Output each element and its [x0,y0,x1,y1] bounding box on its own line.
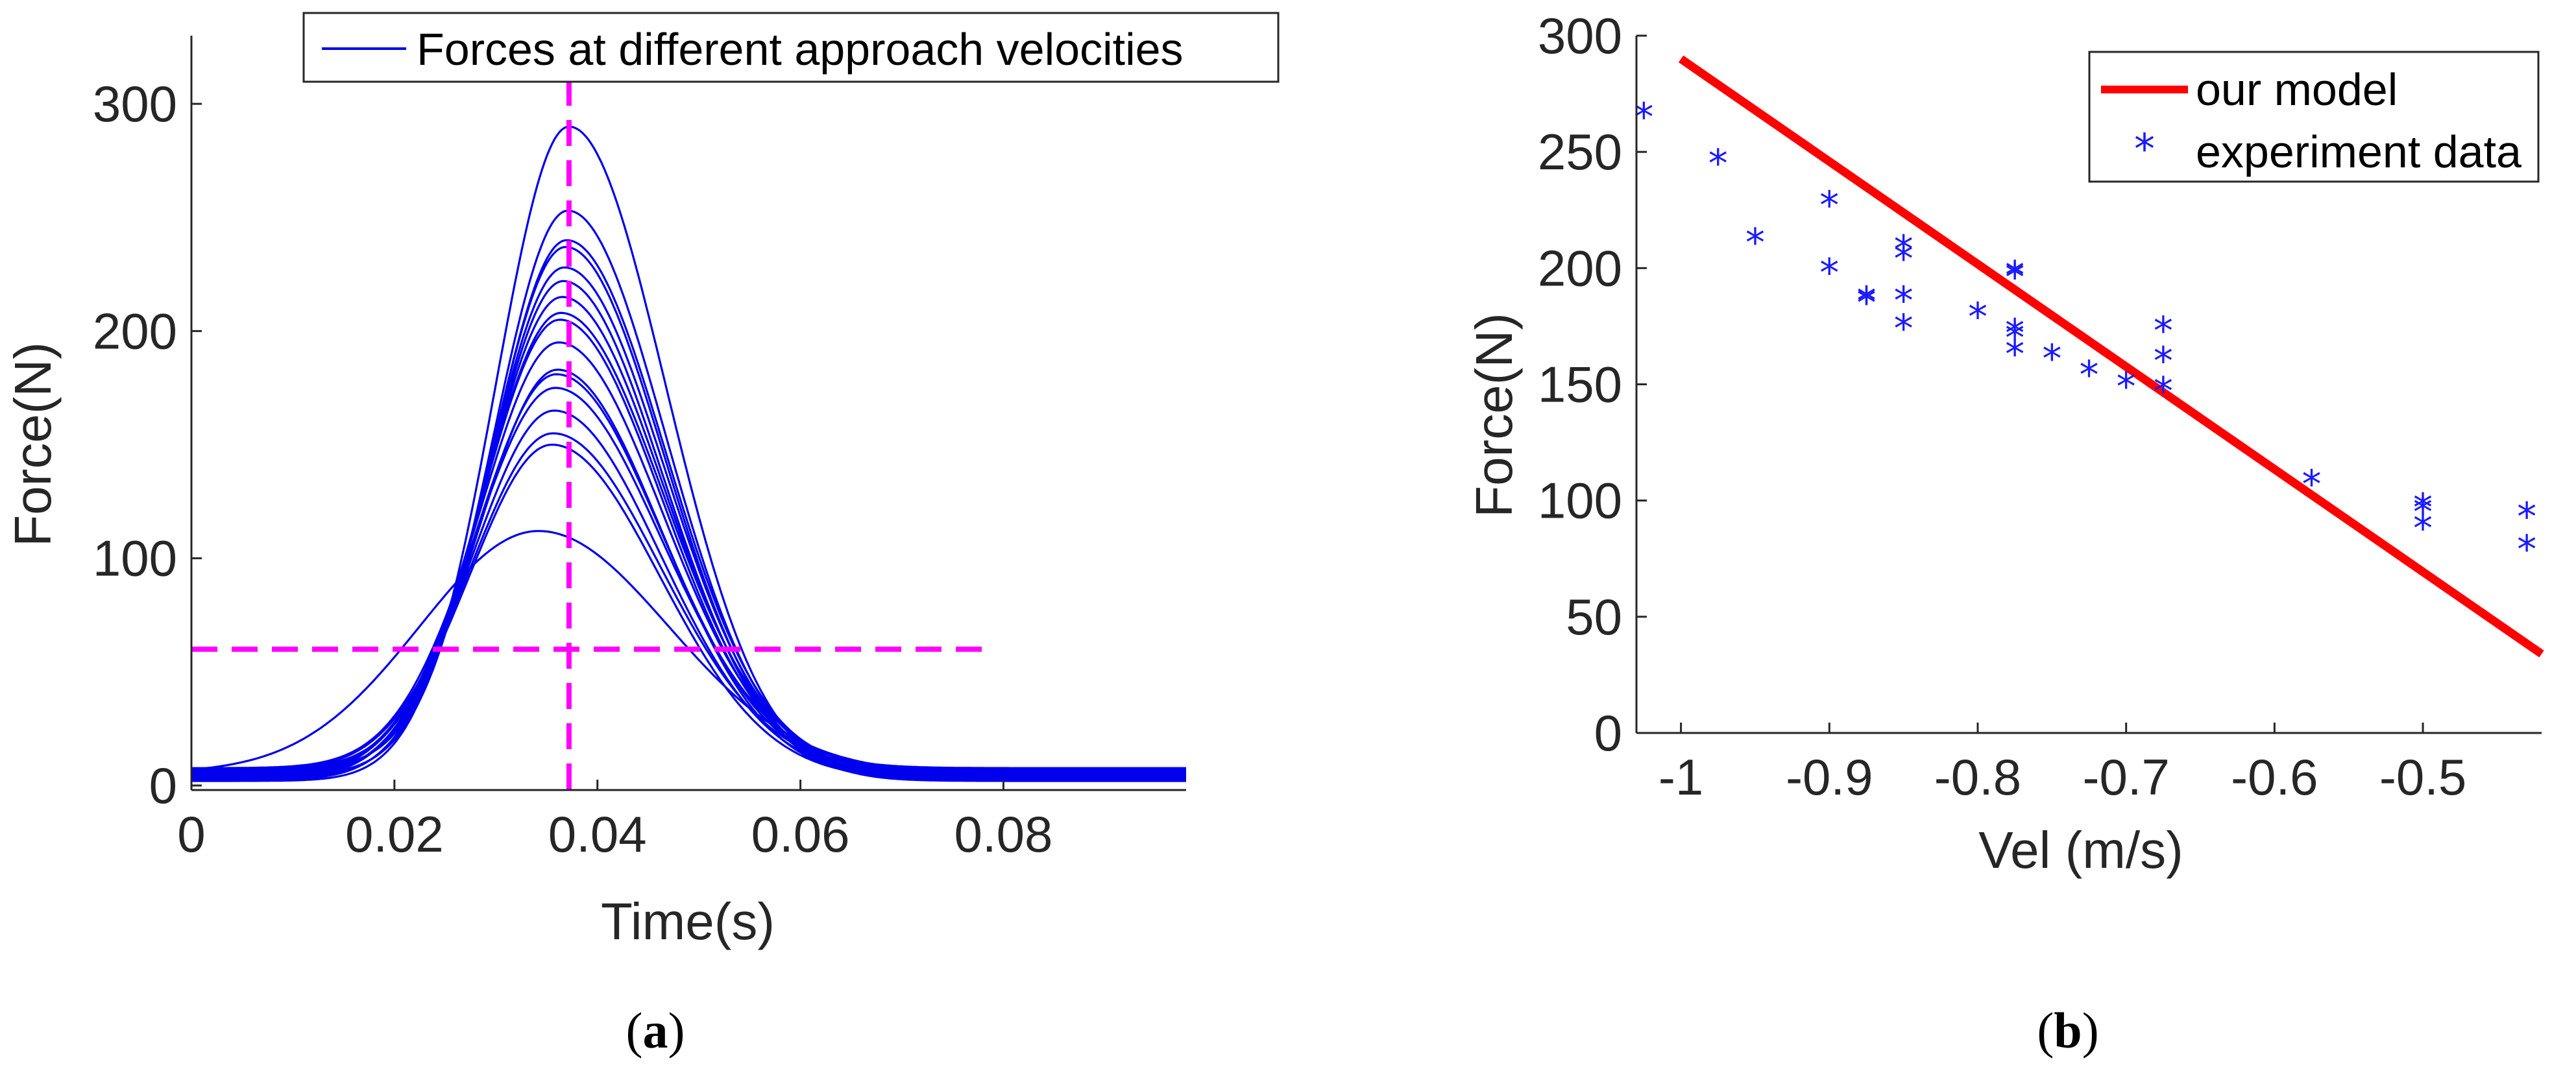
caption-b: (b) [2037,1002,2098,1059]
caption-a-open: ( [626,1002,643,1059]
x-tick-label: 0 [177,806,205,863]
experiment-point: * [2117,365,2136,410]
y-tick-label: 0 [1594,704,1622,761]
legend-b: our model * experiment data [2088,51,2540,183]
x-tick-label: -1 [1659,749,1703,806]
experiment-point: * [1819,250,1839,296]
experiment-point: * [1894,278,1914,324]
force-curve [191,387,1186,769]
legend-label-model: our model [2196,64,2398,115]
legend-box [302,12,1280,83]
experiment-point: * [1894,306,1914,352]
y-tick-label: 0 [149,757,177,814]
caption-a: (a) [626,1002,685,1059]
x-axis-label: Time(s) [601,893,775,950]
experiment-point: * [2005,253,2024,298]
experiment-point: * [2517,527,2536,572]
experiment-point: * [2413,490,2433,535]
x-ticks: -1 -0.9 -0.8 -0.7 -0.6 -0.5 [1659,723,2466,806]
experiment-point: * [1894,236,1914,282]
y-tick-label: 300 [1538,7,1622,64]
experiment-point: * [2005,255,2024,300]
x-ticks: 0 0.02 0.04 0.06 0.08 [177,780,1052,863]
experiment-point: * [2302,462,2322,507]
caption-b-letter: b [2054,1002,2082,1059]
force-curve [191,266,1186,773]
force-curve [191,125,1186,782]
y-tick-label: 300 [93,75,177,132]
y-tick-label: 200 [1538,239,1622,296]
experiment-point: * [1856,281,1876,326]
experiment-point: * [1856,278,1876,324]
x-tick-label: 0.08 [954,806,1053,863]
x-axis-label: Vel (m/s) [1978,821,2183,879]
x-tick-label: -0.9 [1786,749,1873,806]
y-axis-label: Force(N) [4,342,62,547]
panel-b-force-velocity-chart: *********** ****** * * ******** ** -1 -0.9 -0.8… [1465,7,2544,1059]
force-curve [191,443,1186,780]
experiment-point: * [2154,339,2173,384]
experiment-point: * [2154,309,2173,354]
caption-a-close: ) [668,1002,685,1059]
caption-b-close: ) [2082,1002,2099,1059]
experiment-point: * [1708,141,1728,187]
model-line [1678,55,2544,658]
y-axis-label: Force(N) [1465,313,1523,518]
panel-b-axes: -1 -0.9 -0.8 -0.7 -0.6 -0.5 0 50 100 150 200 250 30… [1538,7,2542,806]
x-tick-label: -0.6 [2231,749,2318,806]
experiment-point: * [2080,353,2099,398]
force-curves [191,125,1186,782]
legend-box [2088,51,2540,183]
experiment-point: * [1819,183,1839,228]
force-curve [191,318,1186,778]
caption-a-letter: a [643,1002,668,1059]
force-curve [191,432,1186,772]
legend-swatch-asterisk: * [2134,126,2155,174]
experiment-point: * [2005,315,2024,361]
y-ticks: 0 50 100 150 200 250 300 [1538,7,1647,761]
force-curve [191,210,1186,776]
y-tick-label: 150 [1538,356,1622,413]
experiment-point: * [1745,220,1765,265]
x-tick-label: -0.7 [2082,749,2169,806]
experiment-point: * [2413,485,2433,531]
panel-a-force-time-chart: 0 0.02 0.04 0.06 0.08 0 100 200 300 Time(s) For… [4,12,1280,1059]
y-tick-label: 250 [1538,123,1622,180]
caption-b-open: ( [2037,1002,2054,1059]
experiment-points: *********** ****** * * ******** ** [1634,95,2536,572]
x-tick-label: 0.02 [345,806,444,863]
experiment-point: * [2413,506,2433,551]
experiment-point: * [1968,294,1987,340]
legend-a: Forces at different approach velocities [302,12,1280,83]
y-ticks: 0 100 200 300 [93,75,202,814]
y-tick-label: 100 [93,530,177,587]
x-tick-label: 0.04 [548,806,647,863]
experiment-point: * [2005,311,2024,356]
experiment-point: * [2042,337,2061,382]
y-tick-label: 100 [1538,472,1622,529]
experiment-point: * [2517,494,2536,540]
experiment-point: * [2005,331,2024,377]
legend-label-experiment: experiment data [2196,126,2521,177]
experiment-point: * [1894,227,1914,272]
panel-a-axes: 0 0.02 0.04 0.06 0.08 0 100 200 300 [93,36,1186,863]
experiment-point: * [2154,369,2173,414]
y-tick-label: 50 [1566,588,1622,645]
x-tick-label: 0.06 [751,806,850,863]
x-tick-label: -0.8 [1934,749,2021,806]
force-curve [191,280,1186,782]
legend-label: Forces at different approach velocities [417,24,1184,75]
y-tick-label: 200 [93,302,177,359]
guide-lines [191,40,984,790]
force-curve [191,239,1186,771]
x-tick-label: -0.5 [2379,749,2466,806]
